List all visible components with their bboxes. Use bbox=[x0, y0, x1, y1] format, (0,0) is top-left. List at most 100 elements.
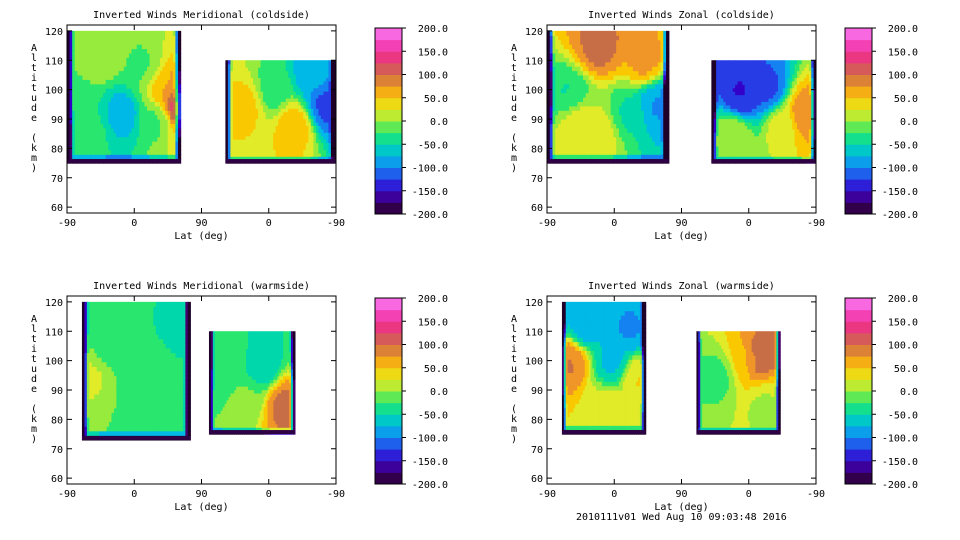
contour-cell bbox=[225, 132, 229, 137]
contour-cell bbox=[777, 121, 781, 126]
contour-cell bbox=[172, 52, 177, 58]
contour-cell bbox=[728, 111, 732, 116]
contour-cell bbox=[315, 94, 320, 99]
contour-cell bbox=[298, 145, 302, 150]
contour-cell bbox=[725, 115, 729, 120]
contour-cell bbox=[131, 66, 135, 72]
contour-cell bbox=[74, 48, 78, 54]
contour-cell bbox=[602, 61, 606, 67]
contour-cell bbox=[113, 70, 117, 76]
contour-cell bbox=[265, 149, 269, 154]
contour-cell bbox=[72, 119, 76, 125]
contour-cell bbox=[652, 57, 656, 63]
contour-cell bbox=[728, 121, 732, 126]
contour-cell bbox=[574, 83, 579, 89]
contour-cell bbox=[298, 135, 302, 140]
contour-cell bbox=[768, 132, 772, 137]
contour-cell bbox=[632, 123, 637, 129]
contour-cell bbox=[737, 77, 741, 82]
contour-cell bbox=[165, 145, 169, 151]
contour-cell bbox=[735, 139, 739, 144]
contour-cell bbox=[136, 66, 140, 72]
contour-cell bbox=[232, 84, 237, 89]
contour-cell bbox=[713, 139, 717, 144]
contour-cell bbox=[305, 125, 309, 130]
contour-cell bbox=[635, 48, 639, 54]
contour-cell bbox=[325, 60, 330, 65]
contour-cell bbox=[638, 83, 642, 89]
contour-cell bbox=[290, 135, 294, 140]
contour-cell bbox=[260, 101, 264, 106]
contour-cell bbox=[103, 132, 107, 138]
contour-cell bbox=[253, 135, 257, 140]
contour-cell bbox=[569, 48, 573, 54]
contour-cell bbox=[751, 60, 755, 65]
contour-cell bbox=[646, 88, 651, 94]
contour-cell bbox=[749, 125, 753, 130]
contour-cell bbox=[728, 115, 732, 120]
contour-cell bbox=[113, 123, 117, 129]
contour-cell bbox=[162, 132, 166, 138]
contour-cell bbox=[123, 149, 127, 155]
contour-cell bbox=[248, 139, 252, 144]
contour-cell bbox=[766, 118, 770, 123]
contour-cell bbox=[230, 121, 234, 126]
contour-cell bbox=[560, 123, 565, 129]
contour-cell bbox=[167, 105, 171, 111]
contour-cell bbox=[732, 67, 736, 72]
contour-cell bbox=[624, 101, 628, 107]
contour-cell bbox=[177, 105, 182, 111]
contour-cell bbox=[172, 114, 177, 120]
contour-cell bbox=[152, 96, 156, 102]
contour-cell bbox=[278, 156, 282, 161]
contour-cell bbox=[152, 136, 156, 142]
contour-cell bbox=[72, 127, 76, 133]
contour-cell bbox=[754, 70, 758, 75]
contour-cell bbox=[253, 60, 257, 65]
contour-cell bbox=[121, 39, 125, 45]
contour-cell bbox=[782, 139, 786, 144]
contour-cell bbox=[577, 127, 581, 133]
contour-cell bbox=[560, 52, 565, 58]
contour-cell bbox=[177, 66, 182, 72]
contour-cell bbox=[613, 101, 617, 107]
contour-cell bbox=[288, 121, 292, 126]
contour-cell bbox=[175, 145, 179, 151]
contour-cell bbox=[638, 149, 642, 155]
contour-cell bbox=[318, 118, 322, 123]
contour-cell bbox=[74, 30, 78, 36]
contour-cell bbox=[775, 108, 779, 113]
contour-cell bbox=[744, 142, 748, 147]
contour-cell bbox=[95, 44, 99, 50]
contour-cell bbox=[285, 70, 289, 75]
contour-cell bbox=[69, 88, 73, 94]
contour-cell bbox=[632, 79, 637, 85]
contour-cell bbox=[318, 101, 322, 106]
contour-cell bbox=[657, 61, 662, 67]
contour-cell bbox=[74, 136, 78, 142]
contour-cell bbox=[288, 84, 292, 89]
contour-cell bbox=[610, 145, 615, 151]
contour-cell bbox=[737, 91, 741, 96]
contour-cell bbox=[90, 83, 94, 89]
contour-cell bbox=[295, 152, 299, 157]
contour-cell bbox=[320, 101, 325, 106]
contour-cell bbox=[742, 149, 746, 154]
contour-cell bbox=[652, 136, 656, 142]
contour-cell bbox=[566, 44, 570, 50]
contour-cell bbox=[253, 111, 257, 116]
contour-cell bbox=[134, 61, 138, 67]
contour-cell bbox=[165, 119, 169, 125]
contour-cell bbox=[566, 154, 570, 160]
contour-cell bbox=[552, 96, 556, 102]
contour-cell bbox=[159, 110, 164, 116]
contour-cell bbox=[175, 44, 179, 50]
contour-cell bbox=[782, 128, 786, 133]
contour-cell bbox=[270, 121, 274, 126]
contour-cell bbox=[635, 30, 639, 36]
contour-cell bbox=[716, 63, 720, 68]
contour-cell bbox=[305, 139, 309, 144]
contour-cell bbox=[162, 123, 166, 129]
contour-cell bbox=[555, 101, 559, 107]
contour-cell bbox=[278, 108, 282, 113]
